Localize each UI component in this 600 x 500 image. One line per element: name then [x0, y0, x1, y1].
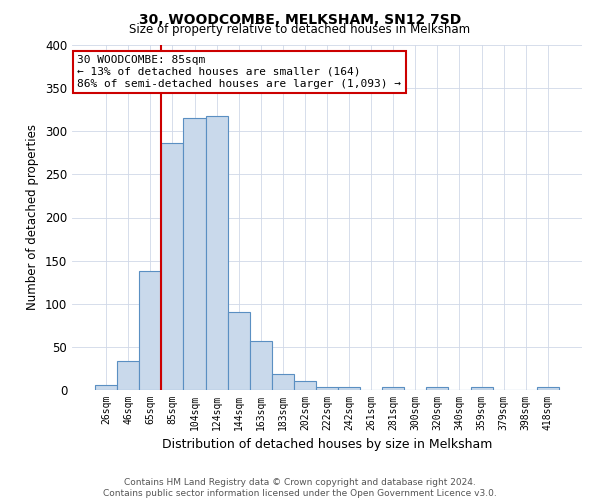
- Text: Size of property relative to detached houses in Melksham: Size of property relative to detached ho…: [130, 22, 470, 36]
- Bar: [184, 118, 206, 390]
- Bar: [161, 144, 184, 390]
- Bar: [470, 388, 493, 390]
- Bar: [382, 386, 404, 390]
- Text: 30 WOODCOMBE: 85sqm
← 13% of detached houses are smaller (164)
86% of semi-detac: 30 WOODCOMBE: 85sqm ← 13% of detached ho…: [77, 56, 401, 88]
- Bar: [139, 271, 161, 390]
- Bar: [272, 374, 294, 390]
- Bar: [338, 388, 360, 390]
- Bar: [206, 116, 227, 390]
- X-axis label: Distribution of detached houses by size in Melksham: Distribution of detached houses by size …: [162, 438, 492, 452]
- Bar: [427, 388, 448, 390]
- Bar: [117, 360, 139, 390]
- Bar: [227, 312, 250, 390]
- Y-axis label: Number of detached properties: Number of detached properties: [26, 124, 40, 310]
- Text: 30, WOODCOMBE, MELKSHAM, SN12 7SD: 30, WOODCOMBE, MELKSHAM, SN12 7SD: [139, 12, 461, 26]
- Bar: [316, 386, 338, 390]
- Text: Contains HM Land Registry data © Crown copyright and database right 2024.
Contai: Contains HM Land Registry data © Crown c…: [103, 478, 497, 498]
- Bar: [95, 385, 117, 390]
- Bar: [294, 382, 316, 390]
- Bar: [250, 341, 272, 390]
- Bar: [537, 388, 559, 390]
